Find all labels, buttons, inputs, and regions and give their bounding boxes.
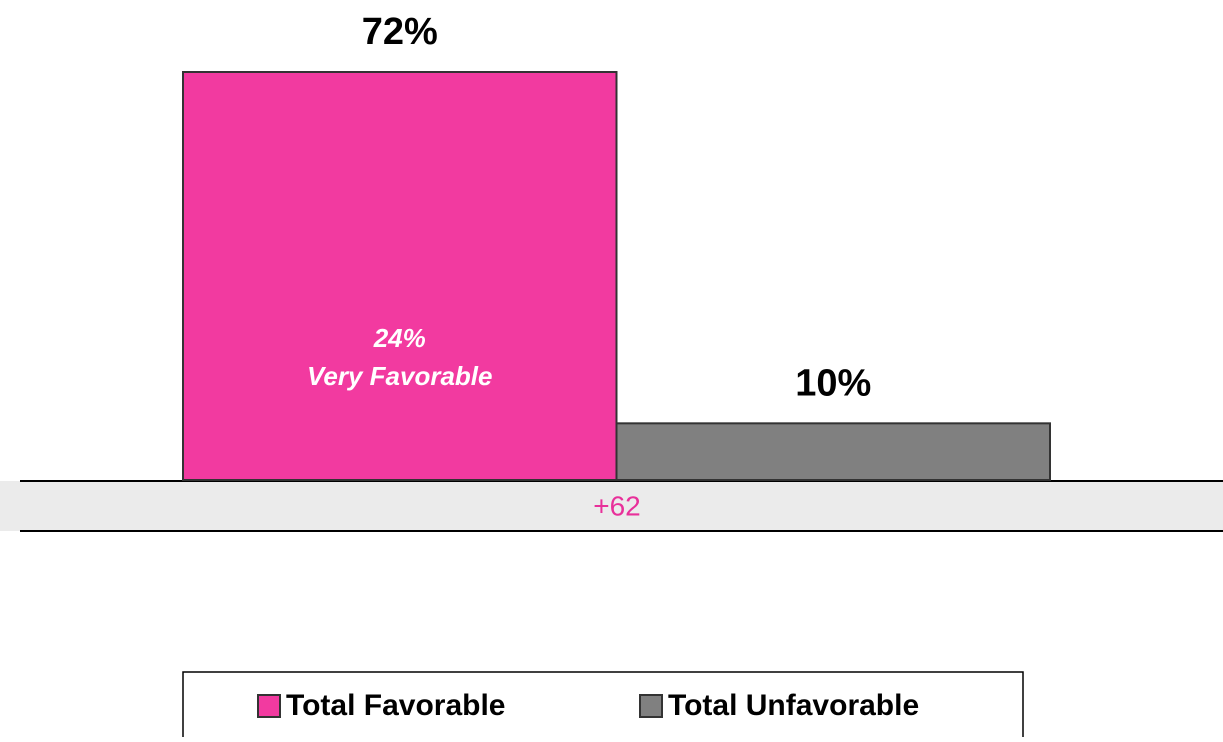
legend-label: Total Favorable xyxy=(286,689,506,722)
data-label: 10% xyxy=(795,362,871,404)
bar xyxy=(182,71,618,481)
legend-swatch xyxy=(639,694,663,718)
difference-label: +62 xyxy=(593,490,641,521)
bar xyxy=(615,422,1051,482)
legend-label: Total Unfavorable xyxy=(668,689,919,722)
data-label: 72% xyxy=(362,11,438,53)
legend-box xyxy=(182,671,1024,742)
bar-annotation: 24% xyxy=(373,323,426,353)
bar-annotation: Very Favorable xyxy=(307,361,492,391)
difference-band xyxy=(0,481,1223,531)
legend-swatch xyxy=(257,694,281,718)
